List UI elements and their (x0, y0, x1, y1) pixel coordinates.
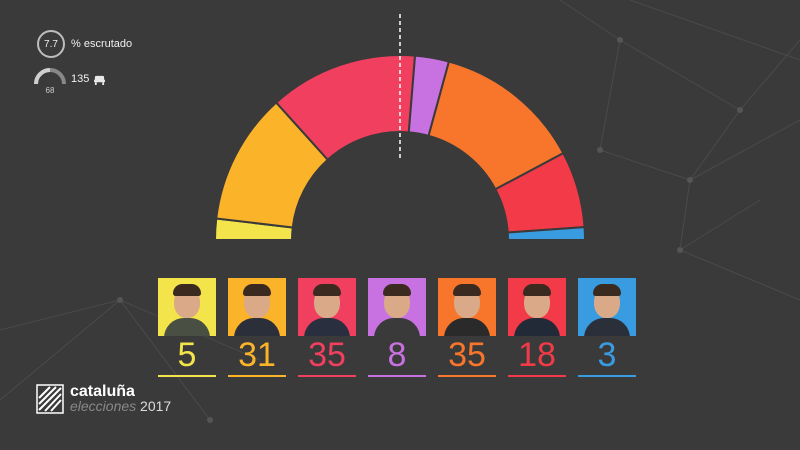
party-underline (298, 375, 356, 377)
party-seats: 35 (448, 336, 486, 374)
party-seats: 3 (597, 336, 617, 374)
candidate-photo (368, 278, 426, 336)
brand-subtitle-year: 2017 (140, 398, 172, 414)
scrutiny-label: % escrutado (71, 38, 133, 50)
party-seats: 31 (238, 336, 276, 374)
brand-subtitle: elecciones 2017 (70, 399, 171, 414)
majority-value: 68 (45, 86, 55, 95)
candidate-photo (508, 278, 566, 336)
candidate-photo (228, 278, 286, 336)
seat-icon (94, 75, 106, 85)
seats-indicator: 68 135 (33, 64, 106, 95)
party-underline (578, 375, 636, 377)
party-card: 5 (158, 278, 216, 378)
candidate-photo (298, 278, 356, 336)
brand-subtitle-faint: elecciones (70, 398, 137, 414)
brand: cataluña elecciones 2017 (36, 384, 171, 414)
party-card: 35 (438, 278, 496, 378)
brand-logo-icon (36, 384, 64, 414)
party-underline (438, 375, 496, 377)
hemicycle-segment-7 (506, 226, 587, 241)
majority-gauge: 68 (33, 64, 67, 95)
brand-name: cataluña (70, 383, 135, 400)
party-card: 35 (298, 278, 356, 378)
scrutiny-value: 7.7 (44, 38, 58, 50)
candidate-photo (578, 278, 636, 336)
party-underline (228, 375, 286, 377)
party-card: 8 (368, 278, 426, 378)
party-underline (508, 375, 566, 377)
candidate-photo (158, 278, 216, 336)
party-card: 3 (578, 278, 636, 378)
scrutiny-ring: 7.7 (37, 30, 65, 58)
party-card: 18 (508, 278, 566, 378)
total-seats-value: 135 (71, 73, 90, 85)
party-card: 31 (228, 278, 286, 378)
scrutiny-indicator: 7.7 % escrutado (37, 30, 132, 58)
party-seats: 18 (518, 336, 556, 374)
party-underline (368, 375, 426, 377)
party-seats: 8 (387, 336, 407, 374)
party-seats: 5 (177, 336, 197, 374)
party-underline (158, 375, 216, 377)
candidate-photo (438, 278, 496, 336)
party-seats: 35 (308, 336, 346, 374)
